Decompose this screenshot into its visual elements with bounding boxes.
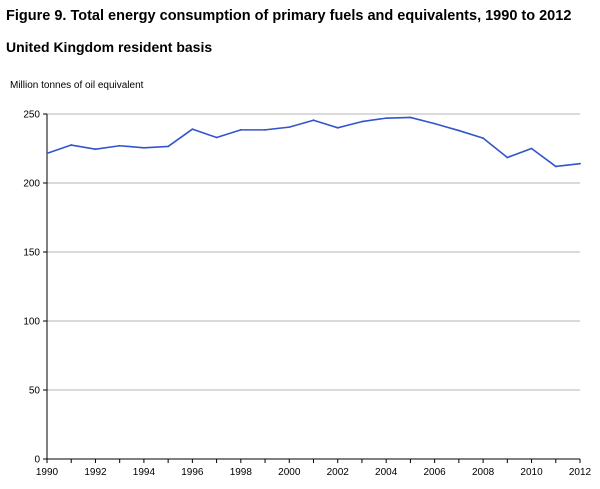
- data-point: [433, 122, 436, 125]
- data-point: [385, 117, 388, 120]
- x-tick-labels: 1990 1992 1994 1996 1998 2000 2002 2004 2006 2008…: [36, 467, 592, 478]
- x-tick-label: 2010: [520, 467, 543, 478]
- data-point: [239, 128, 242, 131]
- y-tick-label: 150: [23, 248, 40, 259]
- y-tick-label: 50: [29, 386, 41, 397]
- series-group: [46, 116, 581, 168]
- y-tick-labels: 0 50 100 150 200 250: [23, 110, 40, 466]
- chart-subtitle: United Kingdom resident basis: [6, 39, 213, 55]
- series-line: [46, 116, 581, 168]
- x-tick-label: 2012: [569, 467, 592, 478]
- y-tick-label: 0: [34, 455, 40, 466]
- y-tick-label: 250: [23, 110, 40, 121]
- data-point: [264, 128, 266, 131]
- chart-title: Figure 9. Total energy consumption of pr…: [6, 8, 572, 24]
- x-tick-label: 2002: [327, 467, 350, 478]
- x-tick-label: 1998: [230, 467, 253, 478]
- y-tick-label: 200: [23, 179, 40, 190]
- data-point: [215, 136, 218, 139]
- data-point: [167, 145, 170, 148]
- data-point: [409, 116, 412, 119]
- data-point: [554, 165, 557, 168]
- x-tick-label: 1994: [133, 467, 156, 478]
- data-point: [506, 156, 509, 159]
- data-point: [457, 129, 460, 132]
- y-tick-label: 100: [23, 317, 40, 328]
- data-point: [191, 128, 194, 131]
- x-tick-label: 1990: [36, 467, 59, 478]
- data-point: [336, 126, 339, 129]
- x-tick-label: 2006: [424, 467, 447, 478]
- y-axis-unit-label: Million tonnes of oil equivalent: [10, 80, 144, 91]
- x-tick-label: 2008: [472, 467, 495, 478]
- data-point: [46, 152, 48, 155]
- data-point: [143, 146, 145, 149]
- x-tick-label: 1992: [84, 467, 107, 478]
- data-point: [579, 162, 581, 165]
- data-point: [361, 120, 363, 123]
- axes: [43, 113, 581, 463]
- data-point: [312, 119, 315, 122]
- data-point: [288, 126, 291, 129]
- data-point: [118, 144, 121, 147]
- data-point: [94, 148, 97, 151]
- data-point: [530, 147, 533, 150]
- data-point: [70, 144, 73, 146]
- x-tick-label: 2004: [375, 467, 398, 478]
- x-tick-label: 1996: [181, 467, 204, 478]
- gridlines: [47, 113, 580, 391]
- data-point: [482, 137, 484, 140]
- x-tick-label: 2000: [278, 467, 301, 478]
